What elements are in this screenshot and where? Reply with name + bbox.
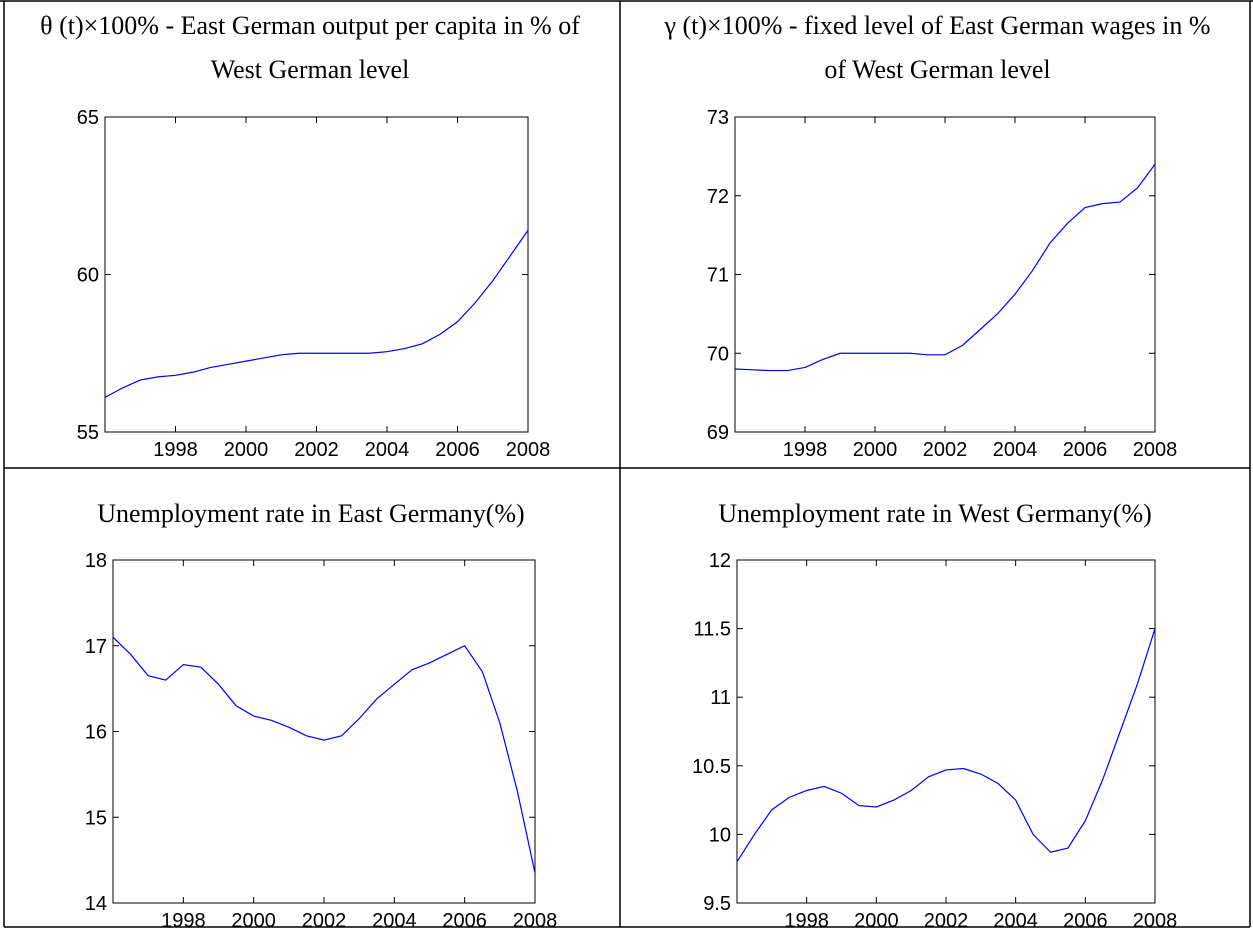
x-tick-label: 2008 [1133, 910, 1178, 930]
plot-area [104, 116, 529, 433]
y-tick-label: 72 [707, 186, 729, 208]
x-tick-label: 2006 [435, 439, 480, 461]
x-tick-label: 2004 [993, 910, 1038, 930]
chart-title: Unemployment rate in East Germany(%) [97, 499, 525, 528]
chart-title: γ (t)×100% - fixed level of East German … [664, 11, 1211, 84]
data-line [112, 636, 536, 874]
x-tick-label: 2000 [231, 910, 276, 930]
y-tick-label: 15 [85, 807, 107, 829]
x-tick-label: 2000 [854, 910, 899, 930]
y-tick-label: 10 [709, 824, 731, 846]
x-tick-label: 2008 [1133, 439, 1178, 461]
y-tick-label: 16 [85, 722, 107, 744]
x-tick-label: 2006 [1063, 910, 1108, 930]
x-tick-label: 1998 [784, 910, 829, 930]
plot-area [734, 116, 1156, 433]
x-tick-label: 2004 [365, 439, 410, 461]
y-tick-label: 73 [707, 107, 729, 129]
y-tick-label: 18 [85, 550, 107, 572]
y-tick-label: 55 [77, 422, 99, 444]
x-tick-label: 2000 [853, 439, 898, 461]
y-tick-label: 11.5 [694, 619, 731, 641]
x-tick-label: 2002 [294, 439, 339, 461]
chart-title: θ (t)×100% - East German output per capi… [40, 11, 580, 84]
plot-area [112, 559, 536, 904]
y-tick-label: 71 [707, 265, 729, 287]
y-tick-label: 10.5 [692, 756, 731, 778]
x-tick-label: 2004 [993, 439, 1038, 461]
x-tick-label: 2006 [1063, 439, 1108, 461]
x-tick-label: 2002 [302, 910, 347, 930]
data-line [736, 628, 1156, 863]
x-tick-label: 2008 [513, 910, 558, 930]
x-tick-label: 2006 [442, 910, 487, 930]
x-tick-label: 2000 [224, 439, 269, 461]
data-line [734, 163, 1156, 372]
x-tick-label: 2004 [372, 910, 417, 930]
y-tick-label: 14 [85, 893, 107, 915]
plot-area [736, 559, 1156, 904]
chart-title: Unemployment rate in West Germany(%) [718, 499, 1152, 528]
data-line [104, 230, 529, 398]
x-tick-label: 1998 [783, 439, 828, 461]
y-tick-label: 9.5 [703, 893, 731, 915]
x-tick-label: 2002 [923, 439, 968, 461]
y-tick-label: 11 [710, 687, 731, 709]
x-tick-label: 2002 [924, 910, 969, 930]
y-tick-label: 70 [707, 343, 729, 365]
x-tick-label: 1998 [161, 910, 206, 930]
y-tick-label: 12 [709, 550, 731, 572]
y-tick-label: 65 [77, 107, 99, 129]
x-tick-label: 1998 [153, 439, 198, 461]
y-tick-label: 17 [85, 636, 107, 658]
y-tick-label: 69 [707, 422, 729, 444]
x-tick-label: 2008 [506, 439, 551, 461]
y-tick-label: 60 [77, 265, 99, 287]
